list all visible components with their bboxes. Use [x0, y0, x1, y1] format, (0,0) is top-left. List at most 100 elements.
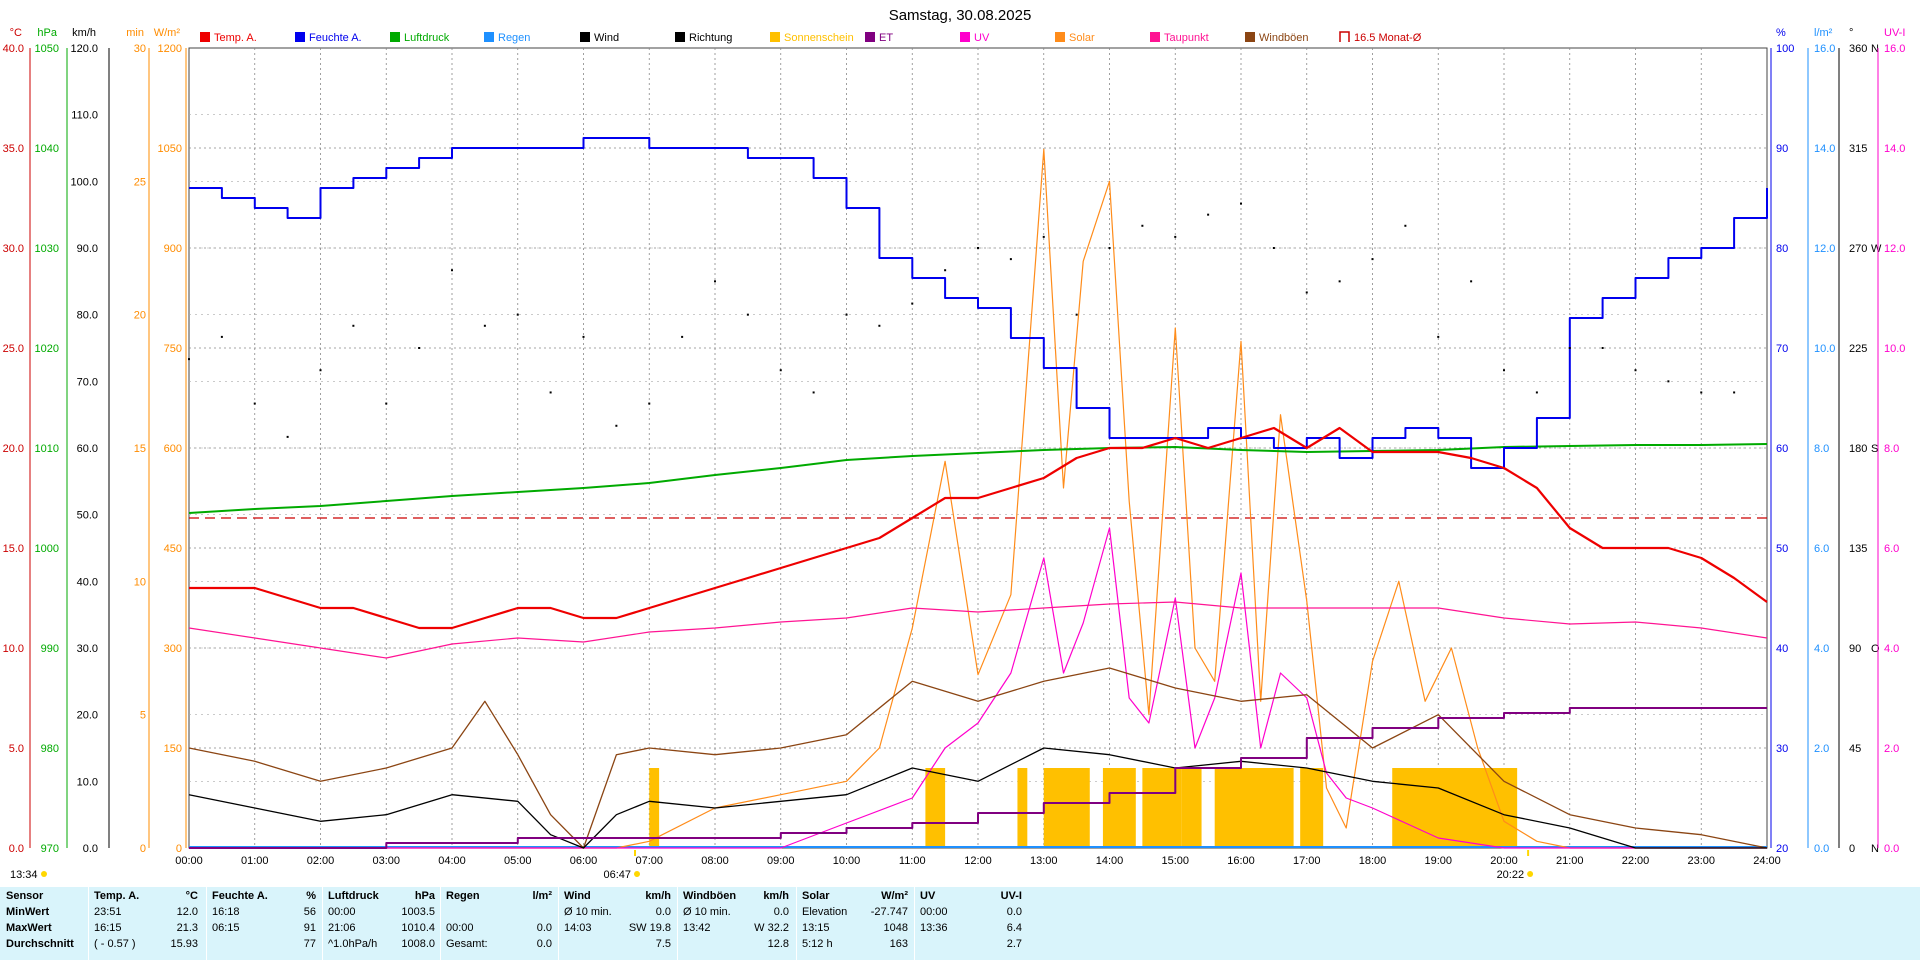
series-line-taupunkt [188, 601, 1768, 659]
left-axis-tick: 0.0 [9, 843, 24, 855]
right-axis-tick: 0.0 [1884, 843, 1899, 855]
summary-header: Windböen [683, 890, 737, 902]
summary-header: Luftdruck [328, 890, 379, 902]
summary-time: 13:15 [802, 922, 830, 934]
direction-point [352, 324, 355, 327]
direction-point [1042, 235, 1045, 238]
left-axis-tick: 970 [41, 843, 59, 855]
summary-value: 21.3 [176, 922, 198, 934]
left-axis-tick: 60.0 [77, 443, 98, 455]
summary-time: ^1.0hPa/h [328, 938, 378, 950]
summary-value: 0.0 [655, 906, 671, 918]
x-tick-label: 05:00 [504, 855, 532, 867]
x-tick-label: 15:00 [1161, 855, 1189, 867]
legend-label: Temp. A. [214, 32, 257, 44]
summary-unit: % [306, 890, 316, 902]
right-axis-tick: 180 [1849, 443, 1867, 455]
right-axis-tick: 360 [1849, 43, 1867, 55]
summary-value: 163 [889, 938, 908, 950]
sunshine-bar [1214, 768, 1294, 848]
summary-time: 13:36 [920, 922, 948, 934]
direction-point [878, 324, 881, 327]
right-axis-tick: 70 [1776, 343, 1788, 355]
direction-point [779, 369, 782, 372]
left-axis-tick: 80.0 [77, 310, 98, 322]
x-tick-label: 22:00 [1622, 855, 1650, 867]
summary-header: Regen [446, 890, 480, 902]
summary-time: 14:03 [564, 922, 592, 934]
left-axis-tick: 150 [164, 743, 182, 755]
right-axis-tick: 2.0 [1814, 743, 1829, 755]
legend-label: Solar [1069, 32, 1095, 44]
x-tick-label: 09:00 [767, 855, 795, 867]
left-axis-tick: 20 [134, 310, 146, 322]
left-axis-tick: 25 [134, 176, 146, 188]
direction-point [1667, 380, 1670, 383]
sunrise-label: 06:47 [603, 869, 631, 881]
legend-label: Wind [594, 32, 619, 44]
right-axis-tick: 90 [1849, 643, 1861, 655]
summary-unit: km/h [645, 890, 671, 902]
sunshine-bar [1102, 768, 1136, 848]
left-axis-tick: 1020 [35, 343, 59, 355]
x-tick-label: 17:00 [1293, 855, 1321, 867]
summary-value: W 32.2 [754, 922, 789, 934]
direction-point [1371, 258, 1374, 261]
direction-point [188, 358, 190, 361]
legend-swatch [390, 32, 400, 42]
right-axis-tick: 6.0 [1814, 543, 1829, 555]
sunshine-bar [1017, 768, 1028, 848]
sun-icon [41, 871, 47, 877]
sunrise-icon [634, 871, 641, 877]
series-line-windböen [188, 667, 1768, 849]
left-axis-tick: 70.0 [77, 376, 98, 388]
legend-swatch [770, 32, 780, 42]
direction-label: W [1871, 243, 1882, 255]
direction-label: O [1871, 643, 1880, 655]
direction-point [615, 424, 618, 427]
left-axis-tick: 1050 [35, 43, 59, 55]
summary-value: 1010.4 [401, 922, 435, 934]
right-axis-tick: 60 [1776, 443, 1788, 455]
summary-column-separator [88, 887, 89, 960]
chart-title: Samstag, 30.08.2025 [889, 7, 1032, 24]
direction-point [286, 435, 289, 438]
right-axis-tick: 135 [1849, 543, 1867, 555]
direction-point [319, 369, 322, 372]
direction-point [1272, 247, 1275, 249]
right-axis-unit: UV-I [1884, 27, 1905, 39]
legend-label: Regen [498, 32, 530, 44]
legend-label: UV [974, 32, 990, 44]
right-axis-tick: 40 [1776, 643, 1788, 655]
left-axis-tick: 5 [140, 710, 146, 722]
x-tick-label: 03:00 [372, 855, 400, 867]
x-tick-label: 16:00 [1227, 855, 1255, 867]
x-tick-label: 18:00 [1359, 855, 1387, 867]
x-tick-label: 00:00 [175, 855, 203, 867]
x-tick-label: 02:00 [307, 855, 335, 867]
left-axis-tick: 1030 [35, 243, 59, 255]
summary-value: 77 [303, 938, 316, 950]
summary-row-label: MaxWert [6, 922, 52, 934]
right-axis-unit: l/m² [1814, 27, 1833, 39]
direction-label: S [1871, 443, 1878, 455]
legend-swatch [1339, 31, 1350, 42]
sunset-tick [1527, 850, 1530, 856]
right-axis-tick: 8.0 [1884, 443, 1899, 455]
x-tick-label: 07:00 [635, 855, 663, 867]
legend-label: Taupunkt [1164, 32, 1209, 44]
left-axis-unit: min [126, 27, 144, 39]
summary-header: Solar [802, 890, 830, 902]
summary-unit: l/m² [532, 890, 552, 902]
summary-unit: W/m² [881, 890, 908, 902]
sunshine-bar [925, 768, 946, 848]
left-axis-tick: 20.0 [3, 443, 24, 455]
direction-point [1568, 347, 1571, 349]
legend-label: Sonnenschein [784, 32, 854, 44]
direction-point [582, 335, 585, 338]
direction-point [648, 402, 651, 405]
right-axis-tick: 16.0 [1814, 43, 1835, 55]
summary-time: Gesamt: [446, 938, 488, 950]
direction-point [1174, 235, 1177, 238]
left-axis-tick: 20.0 [77, 710, 98, 722]
